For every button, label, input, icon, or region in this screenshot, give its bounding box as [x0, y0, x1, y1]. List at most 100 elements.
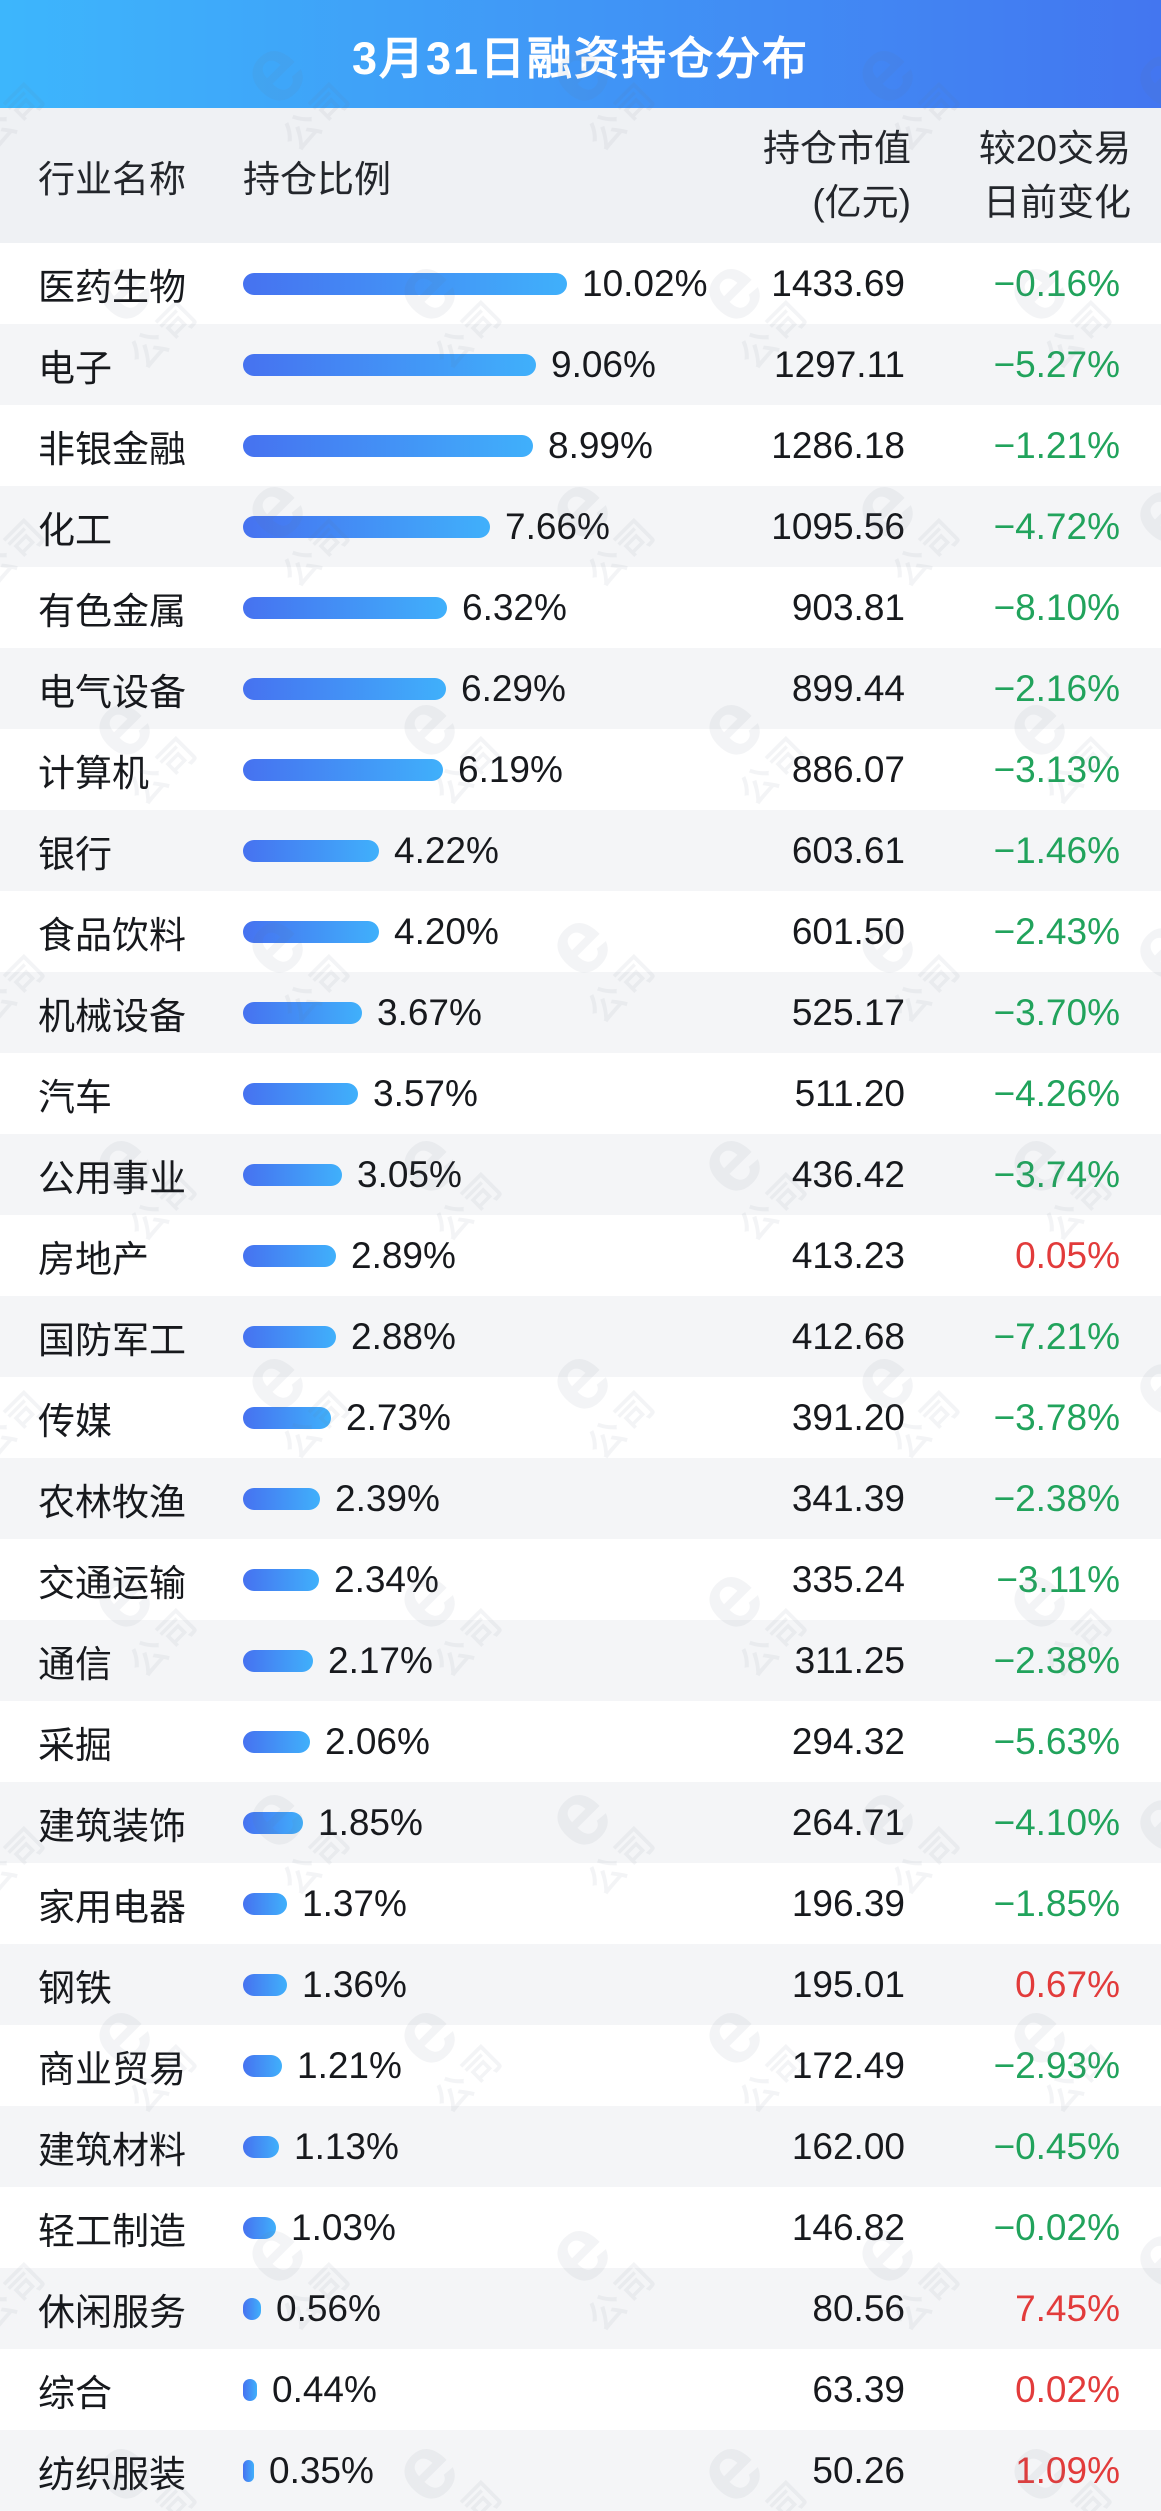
table-row: 综合 0.44% 63.39 0.02% — [0, 2349, 1161, 2430]
market-value: 294.32 — [791, 1720, 905, 1762]
table-row: 钢铁 1.36% 195.01 0.67% — [0, 1944, 1161, 2025]
table-row: 有色金属 6.32% 903.81 −8.10% — [0, 567, 1161, 648]
industry-name: 农林牧渔 — [38, 1481, 186, 1523]
ratio-label: 2.73% — [346, 1396, 451, 1438]
industry-name: 公用事业 — [38, 1157, 186, 1199]
industry-name: 休闲服务 — [38, 2291, 186, 2333]
ratio-label: 1.03% — [291, 2206, 396, 2248]
ratio-bar-group: 2.39% — [243, 1478, 440, 1520]
ratio-bar — [243, 272, 567, 295]
ratio-bar — [243, 515, 490, 538]
table-row: 电子 9.06% 1297.11 −5.27% — [0, 324, 1161, 405]
industry-table: 医药生物 10.02% 1433.69 −0.16% 电子 9.06% 1297… — [0, 243, 1161, 2511]
ratio-bar-group: 6.29% — [243, 668, 566, 710]
market-value: 525.17 — [791, 991, 905, 1033]
ratio-label: 1.21% — [297, 2044, 402, 2086]
ratio-bar — [243, 2054, 282, 2077]
table-row: 建筑装饰 1.85% 264.71 −4.10% — [0, 1782, 1161, 1863]
ratio-bar-group: 3.57% — [243, 1073, 478, 1115]
ratio-bar — [243, 1082, 358, 1105]
change-value: 0.05% — [1015, 1234, 1120, 1276]
ratio-label: 6.19% — [458, 748, 563, 790]
table-row: 公用事业 3.05% 436.42 −3.74% — [0, 1134, 1161, 1215]
change-value: −4.26% — [993, 1072, 1120, 1114]
ratio-bar-group: 1.37% — [243, 1883, 407, 1925]
ratio-bar-group: 7.66% — [243, 506, 610, 548]
change-value: −1.85% — [993, 1882, 1120, 1924]
change-value: −2.38% — [993, 1639, 1120, 1681]
market-value: 335.24 — [791, 1558, 905, 1600]
ratio-bar-group: 2.73% — [243, 1397, 451, 1439]
header-ratio: 持仓比例 — [243, 158, 391, 200]
ratio-label: 2.89% — [351, 1234, 456, 1276]
industry-name: 电气设备 — [38, 671, 186, 713]
ratio-bar — [243, 920, 379, 943]
ratio-bar-group: 4.22% — [243, 830, 499, 872]
table-row: 家用电器 1.37% 196.39 −1.85% — [0, 1863, 1161, 1944]
industry-name: 综合 — [38, 2372, 112, 2414]
ratio-bar — [243, 1001, 362, 1024]
industry-name: 建筑材料 — [38, 2129, 186, 2171]
market-value: 1433.69 — [771, 262, 905, 304]
market-value: 436.42 — [791, 1153, 905, 1195]
ratio-bar — [243, 2459, 254, 2482]
table-row: 商业贸易 1.21% 172.49 −2.93% — [0, 2025, 1161, 2106]
table-row: 农林牧渔 2.39% 341.39 −2.38% — [0, 1458, 1161, 1539]
table-row: 国防军工 2.88% 412.68 −7.21% — [0, 1296, 1161, 1377]
ratio-bar-group: 1.03% — [243, 2207, 396, 2249]
ratio-bar-group: 6.32% — [243, 587, 567, 629]
ratio-label: 9.06% — [551, 343, 656, 385]
market-value: 412.68 — [791, 1315, 905, 1357]
table-row: 食品饮料 4.20% 601.50 −2.43% — [0, 891, 1161, 972]
ratio-bar — [243, 2135, 279, 2158]
change-value: −0.16% — [993, 262, 1120, 304]
market-value: 341.39 — [791, 1477, 905, 1519]
ratio-bar — [243, 434, 533, 457]
ratio-bar-group: 0.44% — [243, 2369, 377, 2411]
table-row: 交通运输 2.34% 335.24 −3.11% — [0, 1539, 1161, 1620]
ratio-label: 7.66% — [505, 505, 610, 547]
ratio-label: 1.13% — [294, 2125, 399, 2167]
ratio-bar-group: 0.56% — [243, 2288, 381, 2330]
change-value: −2.38% — [993, 1477, 1120, 1519]
industry-name: 传媒 — [38, 1400, 112, 1442]
industry-name: 交通运输 — [38, 1562, 186, 1604]
header-change: 较20交易 日前变化 — [979, 122, 1131, 230]
market-value: 511.20 — [794, 1072, 905, 1114]
ratio-label: 1.37% — [302, 1882, 407, 1924]
market-value: 413.23 — [791, 1234, 905, 1276]
ratio-label: 2.88% — [351, 1315, 456, 1357]
ratio-label: 0.35% — [269, 2449, 374, 2491]
ratio-bar — [243, 1244, 336, 1267]
ratio-label: 4.20% — [394, 910, 499, 952]
table-row: 建筑材料 1.13% 162.00 −0.45% — [0, 2106, 1161, 2187]
ratio-label: 6.29% — [461, 667, 566, 709]
ratio-label: 1.85% — [318, 1801, 423, 1843]
change-value: −1.46% — [993, 829, 1120, 871]
header-industry: 行业名称 — [38, 158, 186, 200]
table-row: 医药生物 10.02% 1433.69 −0.16% — [0, 243, 1161, 324]
table-row: 化工 7.66% 1095.56 −4.72% — [0, 486, 1161, 567]
change-value: −2.43% — [993, 910, 1120, 952]
ratio-label: 8.99% — [548, 424, 653, 466]
market-value: 1297.11 — [774, 343, 905, 385]
industry-name: 汽车 — [38, 1076, 112, 1118]
ratio-bar-group: 2.89% — [243, 1235, 456, 1277]
table-row: 银行 4.22% 603.61 −1.46% — [0, 810, 1161, 891]
market-value: 172.49 — [791, 2044, 905, 2086]
change-value: −4.72% — [993, 505, 1120, 547]
ratio-bar-group: 2.88% — [243, 1316, 456, 1358]
change-value: −3.13% — [993, 748, 1120, 790]
market-value: 196.39 — [791, 1882, 905, 1924]
ratio-bar — [243, 1406, 331, 1429]
ratio-bar-group: 1.85% — [243, 1802, 423, 1844]
change-value: −3.78% — [993, 1396, 1120, 1438]
market-value: 903.81 — [791, 586, 905, 628]
ratio-bar — [243, 1730, 310, 1753]
ratio-label: 0.56% — [276, 2287, 381, 2329]
ratio-bar-group: 1.13% — [243, 2126, 399, 2168]
ratio-bar — [243, 1973, 287, 1996]
table-header: 行业名称 持仓比例 持仓市值 (亿元) 较20交易 日前变化 — [0, 108, 1161, 243]
table-row: 电气设备 6.29% 899.44 −2.16% — [0, 648, 1161, 729]
market-value: 1095.56 — [771, 505, 905, 547]
